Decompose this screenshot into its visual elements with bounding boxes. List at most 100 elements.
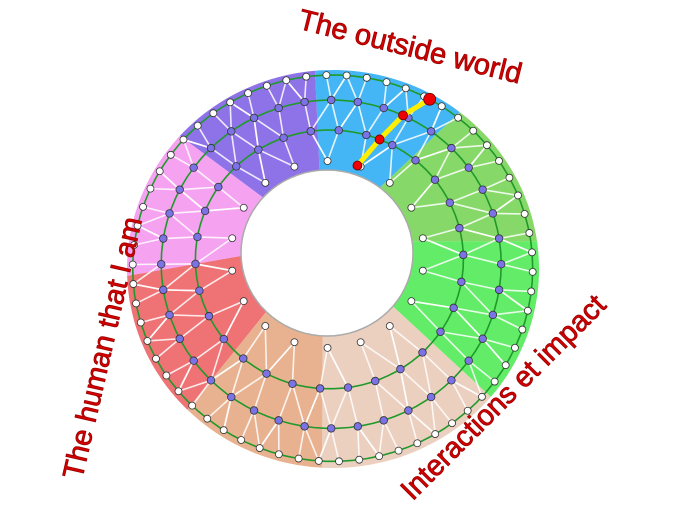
mesh-edge: [177, 360, 195, 392]
white-node: [228, 234, 237, 243]
ring-line: [194, 129, 465, 390]
white-node: [322, 71, 331, 79]
mesh-edge: [277, 80, 288, 109]
mesh-edge: [259, 419, 280, 449]
mesh-edge: [415, 147, 452, 162]
mesh-edge: [230, 131, 238, 167]
white-node: [294, 454, 303, 463]
mesh-edge: [468, 360, 496, 383]
mesh-edge: [179, 189, 206, 212]
mesh-edge: [410, 179, 436, 209]
purple-node: [239, 354, 248, 363]
mesh-edge: [325, 74, 332, 101]
white-node: [355, 455, 364, 464]
purple-node: [227, 127, 236, 136]
white-node: [511, 343, 519, 352]
purple-node: [288, 379, 297, 388]
mesh-edge: [162, 263, 196, 291]
white-node: [129, 280, 138, 288]
white-node: [255, 444, 264, 452]
white-node: [418, 266, 427, 275]
mesh-edge: [303, 426, 320, 462]
purple-node: [488, 209, 498, 218]
purple-node: [353, 422, 362, 431]
white-node: [152, 354, 160, 363]
mesh-edge: [210, 338, 225, 381]
purple-node: [411, 156, 420, 165]
mesh-edge: [360, 144, 393, 168]
white-node: [146, 184, 155, 193]
mesh-edge: [163, 289, 200, 292]
white-node: [342, 71, 351, 80]
white-node: [501, 361, 510, 370]
white-node: [362, 73, 371, 82]
mesh-edge: [133, 237, 164, 246]
mesh-edge: [297, 426, 306, 459]
purple-node: [189, 163, 198, 172]
white-node: [193, 121, 202, 130]
white-node: [262, 81, 271, 90]
white-node: [463, 406, 472, 415]
purple-node: [193, 232, 202, 242]
mesh-edge: [210, 357, 244, 381]
white-node: [514, 191, 522, 200]
purple-node: [327, 424, 336, 433]
mesh-edge: [208, 300, 245, 317]
purple-node: [334, 126, 343, 135]
purple-node: [388, 140, 397, 150]
mesh-edge: [303, 101, 312, 132]
purple-node: [478, 185, 487, 194]
purple-node: [488, 310, 498, 320]
mesh-edge: [163, 236, 198, 240]
mesh-edge: [319, 347, 329, 389]
mesh-edge: [492, 314, 523, 331]
mesh-edge: [449, 201, 494, 215]
purple-node: [300, 97, 309, 107]
mesh-edge: [422, 237, 464, 256]
mesh-edge: [383, 87, 407, 109]
white-node: [143, 337, 152, 345]
mesh-edge: [282, 137, 296, 167]
purple-node: [464, 163, 473, 172]
mesh-edge: [235, 165, 266, 184]
purple-node: [436, 327, 445, 336]
mesh-edge: [240, 410, 255, 441]
mesh-edge: [258, 148, 295, 168]
white-node: [454, 113, 463, 122]
purple-node: [249, 113, 259, 123]
mesh-edge: [179, 186, 219, 191]
mesh-edge: [462, 237, 500, 256]
white-node: [174, 387, 183, 396]
mesh-edge: [147, 337, 180, 342]
mesh-edge: [498, 237, 533, 254]
mesh-edge: [193, 338, 225, 362]
mesh-edge: [449, 188, 483, 204]
purple-node: [274, 416, 283, 425]
white-node: [407, 203, 416, 212]
mesh-edge: [303, 76, 308, 103]
mesh-edge: [159, 170, 181, 191]
mesh-edge: [500, 251, 533, 265]
sector-light-beige: [322, 306, 491, 468]
purple-node: [159, 234, 168, 243]
white-node: [490, 377, 499, 386]
highlight-path-line: [354, 96, 433, 169]
mesh-edge: [277, 107, 285, 138]
mesh-edge: [451, 379, 483, 398]
purple-node: [175, 185, 184, 194]
mesh-edge: [303, 388, 321, 427]
mesh-edge: [253, 117, 260, 150]
label-human: The human that I am: [58, 214, 149, 482]
mesh-edge: [430, 116, 459, 133]
mesh-edge: [291, 342, 296, 384]
highlight-path: [352, 92, 437, 171]
mesh-edge: [357, 101, 368, 136]
mesh-edge: [357, 77, 368, 103]
purple-node: [494, 285, 504, 295]
mesh-edge: [407, 410, 419, 444]
mesh-edge: [212, 112, 232, 132]
mesh-edge: [453, 307, 484, 340]
nodes: [128, 71, 537, 466]
